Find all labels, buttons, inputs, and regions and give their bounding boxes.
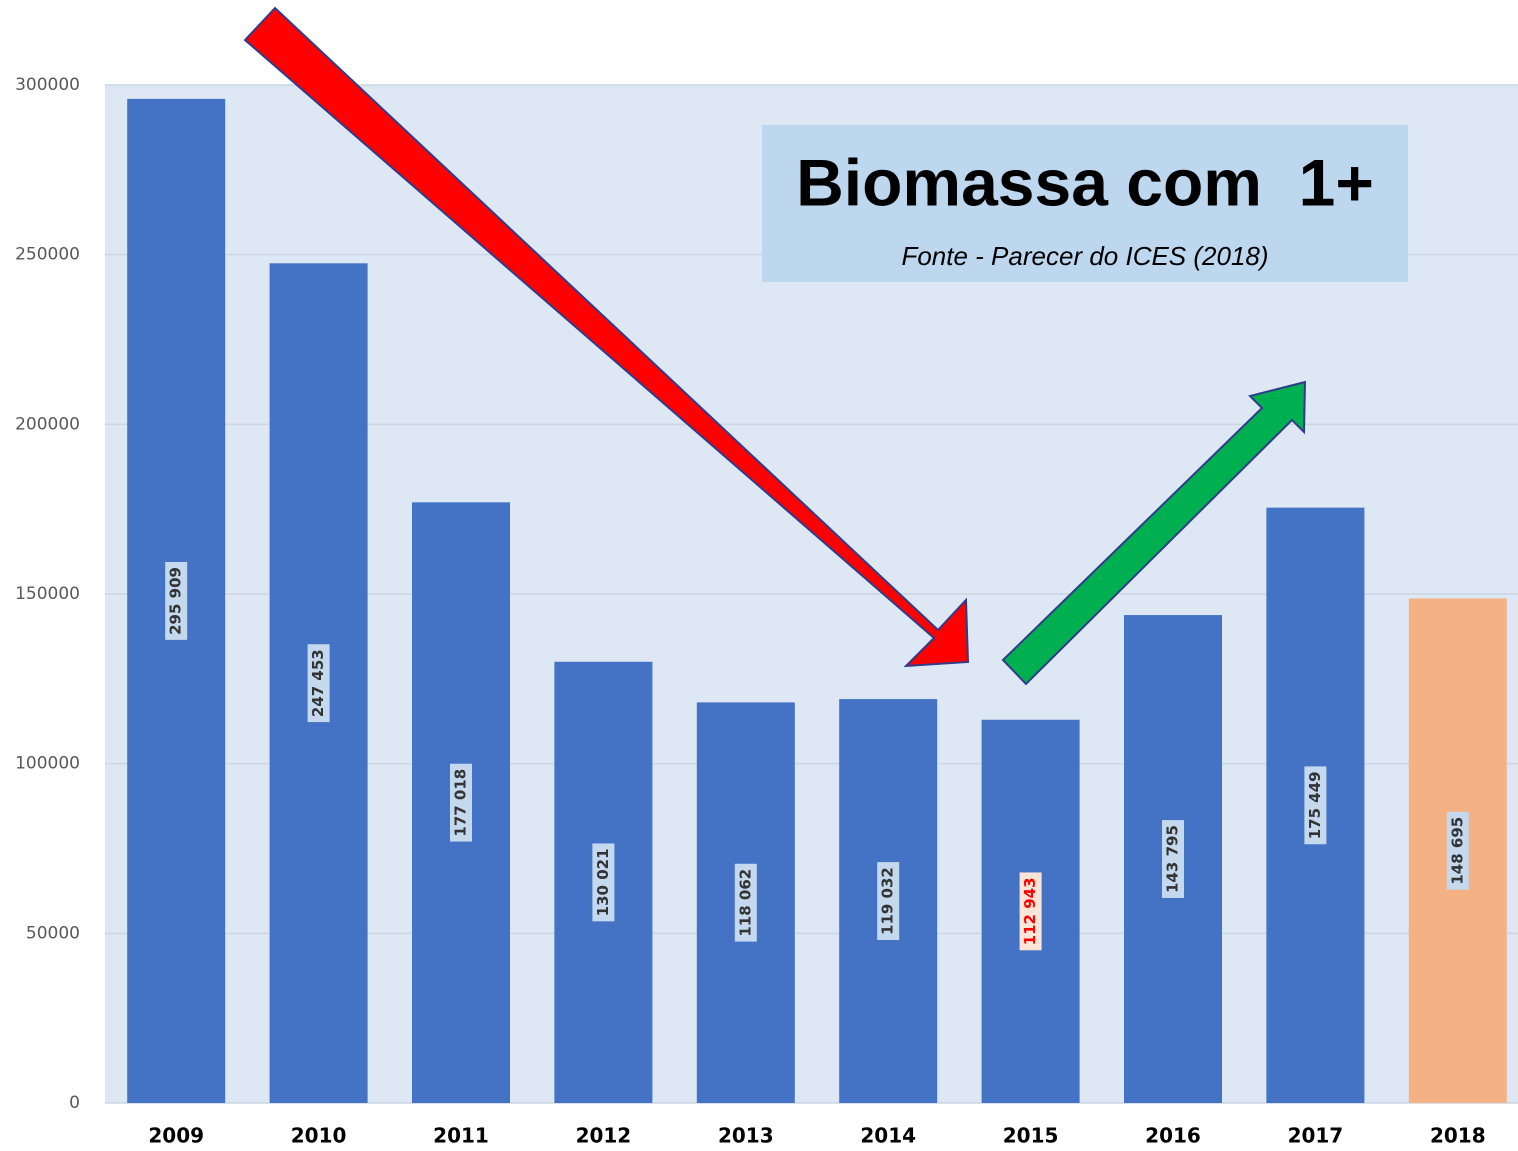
value-label-box bbox=[1019, 872, 1042, 951]
y-tick-label: 200000 bbox=[15, 414, 80, 434]
value-label-box bbox=[1446, 811, 1469, 890]
value-label: 119 032 bbox=[879, 867, 897, 935]
value-label: 175 449 bbox=[1306, 771, 1324, 839]
y-tick-label: 50000 bbox=[26, 923, 80, 943]
value-label-box bbox=[877, 862, 900, 940]
value-label-box bbox=[1162, 820, 1184, 898]
x-tick-label: 2011 bbox=[433, 1124, 489, 1148]
y-tick-label: 0 bbox=[69, 1093, 80, 1113]
value-label: 148 695 bbox=[1448, 817, 1466, 885]
x-tick-label: 2015 bbox=[1003, 1124, 1059, 1148]
y-tick-label: 300000 bbox=[15, 75, 80, 95]
value-label-box bbox=[450, 763, 472, 842]
value-label: 177 018 bbox=[452, 769, 470, 837]
value-label: 247 453 bbox=[309, 649, 327, 717]
x-tick-label: 2009 bbox=[148, 1124, 204, 1148]
chart-subtitle: Fonte - Parecer do ICES (2018) bbox=[901, 241, 1268, 271]
y-tick-label: 100000 bbox=[15, 754, 80, 774]
value-label-box bbox=[1304, 766, 1327, 845]
x-tick-label: 2016 bbox=[1145, 1124, 1201, 1148]
x-tick-label: 2018 bbox=[1430, 1124, 1486, 1148]
down-arrow bbox=[243, 6, 970, 668]
chart-title: Biomassa com 1+ bbox=[796, 145, 1374, 219]
x-tick-label: 2017 bbox=[1288, 1124, 1344, 1148]
value-label: 118 062 bbox=[736, 869, 754, 937]
value-label: 295 909 bbox=[167, 567, 185, 635]
value-label: 130 021 bbox=[594, 848, 612, 916]
x-tick-label: 2014 bbox=[860, 1124, 916, 1148]
x-tick-label: 2010 bbox=[291, 1124, 347, 1148]
title-box bbox=[762, 125, 1408, 282]
value-label-box bbox=[307, 644, 330, 723]
value-label: 143 795 bbox=[1164, 825, 1182, 893]
x-tick-label: 2012 bbox=[576, 1124, 632, 1148]
value-label-box bbox=[734, 863, 757, 942]
x-tick-label: 2013 bbox=[718, 1124, 774, 1148]
y-tick-label: 150000 bbox=[15, 584, 80, 604]
y-tick-label: 250000 bbox=[15, 245, 80, 265]
value-label-box bbox=[165, 562, 188, 640]
value-label-box bbox=[592, 843, 615, 922]
value-label: 112 943 bbox=[1021, 877, 1039, 945]
bars: 295 909 247 453 177 018 130 021 118 062 119 0… bbox=[127, 98, 1507, 1104]
up-arrow bbox=[1001, 380, 1307, 686]
